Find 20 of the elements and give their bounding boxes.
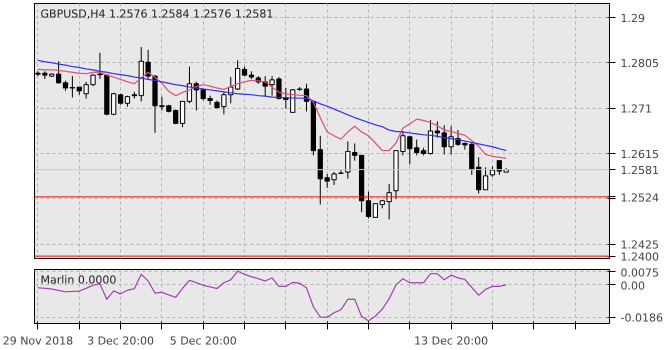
y-tick-label: 1.29	[620, 12, 645, 25]
y-tick-label: 1.2615	[620, 148, 659, 161]
chart-title: GBPUSD,H4 1.2576 1.2584 1.2576 1.2581	[40, 8, 274, 20]
line-series	[37, 270, 507, 322]
ref-line-label: 1.2400	[620, 250, 659, 264]
y-tick-label: 0.00	[620, 279, 645, 292]
y-tick-label: 1.2425	[620, 238, 659, 252]
candlestick	[124, 95, 130, 108]
chart-title: Marlin 0.0000	[40, 274, 116, 286]
ref-line-label: 1.2581	[620, 164, 659, 178]
x-tick-label: 29 Nov 2018	[2, 334, 74, 348]
y-tick-label: -0.0186	[620, 312, 663, 325]
candlestick	[97, 52, 103, 80]
x-tick-label: 5 Dec 20:00	[170, 334, 237, 348]
y-tick-label: 0.0075	[620, 266, 659, 280]
ref-line-label: 1.2524	[620, 191, 659, 204]
x-tick-label: 13 Dec 20:00	[414, 334, 488, 348]
y-tick-label: 1.271	[620, 102, 652, 116]
y-tick-label: 1.2805	[620, 57, 659, 70]
x-tick-label: 3 Dec 20:00	[87, 334, 154, 348]
